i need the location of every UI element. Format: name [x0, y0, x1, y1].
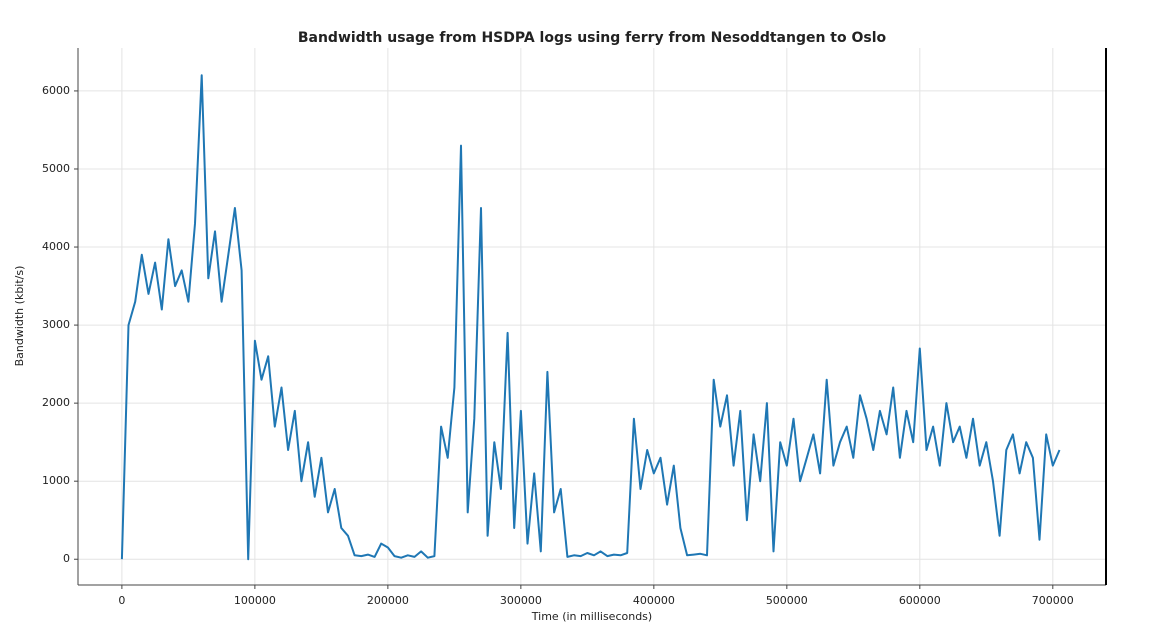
- x-axis-label: Time (in milliseconds): [531, 610, 652, 623]
- x-tick-label: 700000: [1032, 594, 1074, 607]
- y-tick-label: 4000: [42, 240, 70, 253]
- x-tick-label: 100000: [234, 594, 276, 607]
- y-tick-label: 0: [63, 552, 70, 565]
- chart-title: Bandwidth usage from HSDPA logs using fe…: [298, 30, 887, 46]
- y-tick-label: 6000: [42, 84, 70, 97]
- x-tick-label: 600000: [899, 594, 941, 607]
- y-tick-label: 2000: [42, 396, 70, 409]
- x-tick-label: 400000: [633, 594, 675, 607]
- y-axis-label: Bandwidth (kbit/s): [13, 266, 26, 367]
- y-tick-label: 5000: [42, 162, 70, 175]
- x-tick-label: 300000: [500, 594, 542, 607]
- y-tick-label: 3000: [42, 318, 70, 331]
- x-tick-label: 500000: [766, 594, 808, 607]
- x-tick-label: 0: [118, 594, 125, 607]
- data-line: [120, 74, 1061, 561]
- x-tick-label: 200000: [367, 594, 409, 607]
- y-tick-label: 1000: [42, 474, 70, 487]
